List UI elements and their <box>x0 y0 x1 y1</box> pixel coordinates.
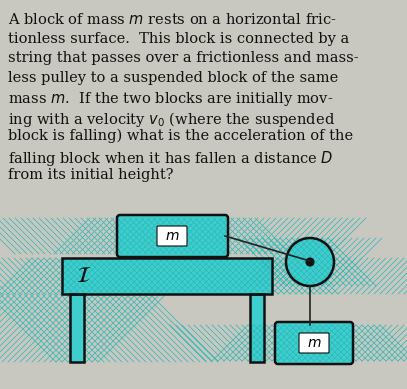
Bar <box>250 294 264 362</box>
FancyBboxPatch shape <box>299 333 329 353</box>
Text: mass $m$.  If the two blocks are initially mov-: mass $m$. If the two blocks are initiall… <box>8 90 333 108</box>
Bar <box>250 294 264 362</box>
Text: falling block when it has fallen a distance $D$: falling block when it has fallen a dista… <box>8 149 333 168</box>
Circle shape <box>306 258 314 266</box>
FancyBboxPatch shape <box>117 215 228 257</box>
Circle shape <box>286 238 334 286</box>
FancyBboxPatch shape <box>157 226 187 246</box>
Bar <box>62 258 272 294</box>
Text: $m$: $m$ <box>165 229 180 243</box>
Text: block is falling) what is the acceleration of the: block is falling) what is the accelerati… <box>8 129 353 144</box>
Text: A block of mass $m$ rests on a horizontal fric-: A block of mass $m$ rests on a horizonta… <box>8 12 337 27</box>
Text: $m$: $m$ <box>307 336 321 350</box>
FancyBboxPatch shape <box>275 322 353 364</box>
Text: from its initial height?: from its initial height? <box>8 168 173 182</box>
Text: string that passes over a frictionless and mass-: string that passes over a frictionless a… <box>8 51 359 65</box>
Bar <box>70 294 84 362</box>
Text: less pulley to a suspended block of the same: less pulley to a suspended block of the … <box>8 70 338 84</box>
Text: ing with a velocity $v_0$ (where the suspended: ing with a velocity $v_0$ (where the sus… <box>8 109 335 128</box>
Text: tionless surface.  This block is connected by a: tionless surface. This block is connecte… <box>8 32 349 46</box>
Text: $\mathcal{I}$: $\mathcal{I}$ <box>77 265 92 287</box>
Bar <box>62 258 272 294</box>
Bar <box>70 294 84 362</box>
